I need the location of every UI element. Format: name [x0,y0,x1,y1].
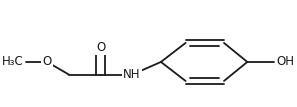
Text: O: O [42,55,52,68]
Text: O: O [96,41,105,54]
Text: H₃C: H₃C [2,55,24,68]
Text: NH: NH [123,68,141,81]
Text: OH: OH [276,55,294,68]
